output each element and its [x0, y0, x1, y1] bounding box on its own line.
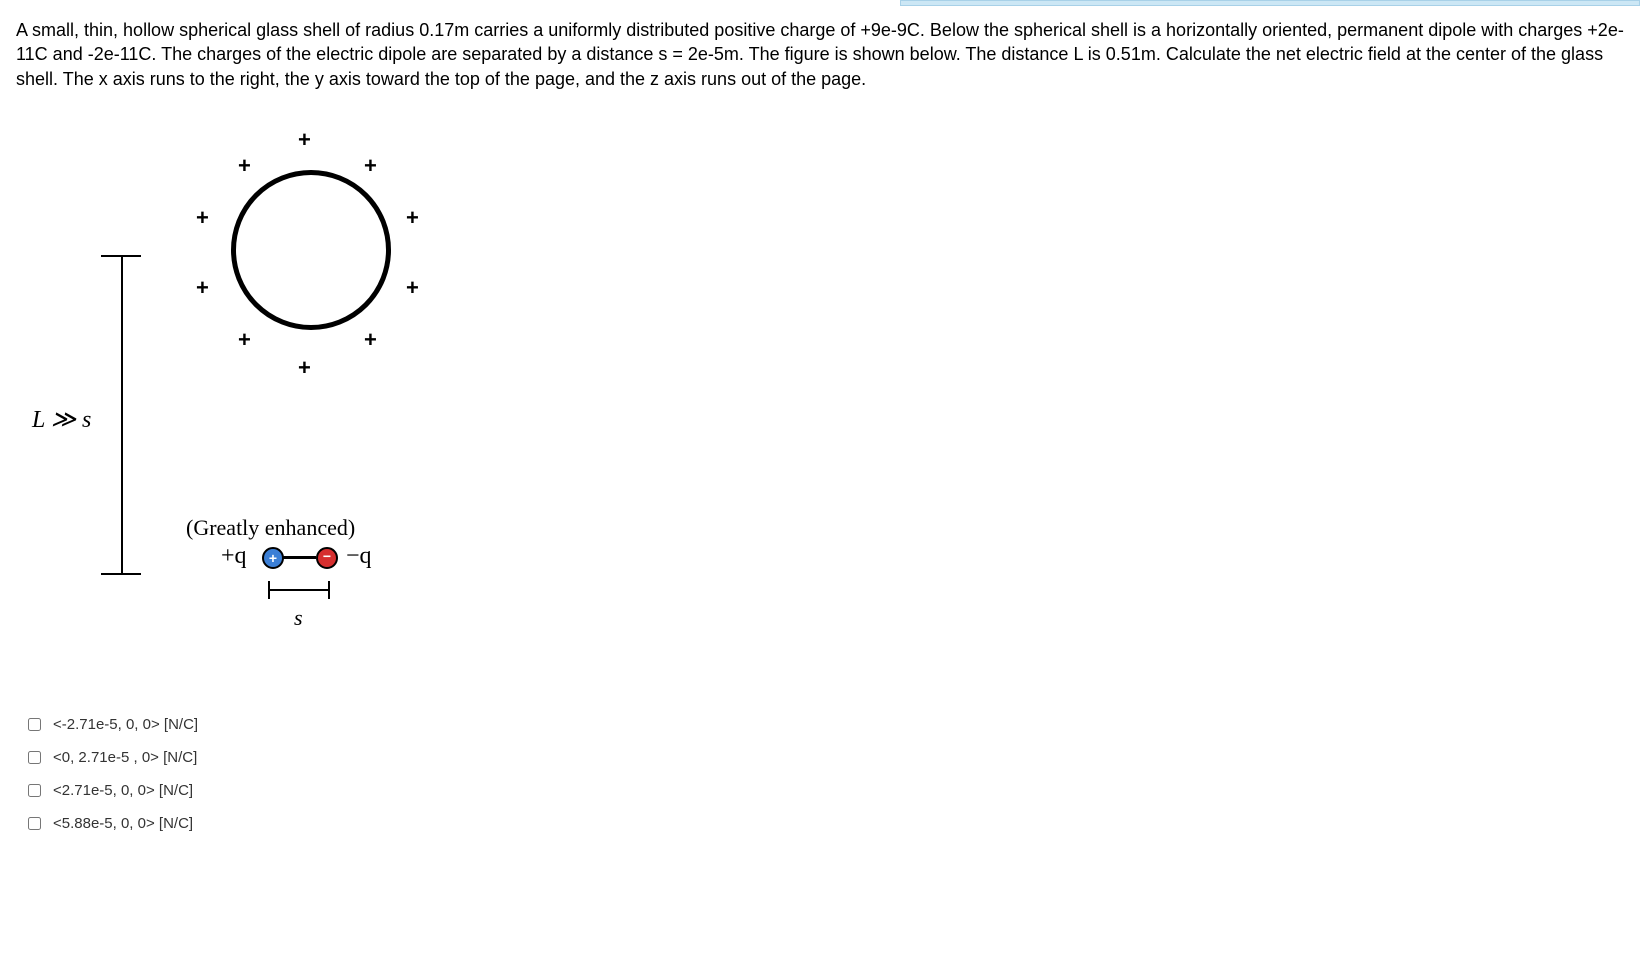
answer-text: <5.88e-5, 0, 0> [N/C]	[53, 815, 193, 832]
plus-icon: +	[364, 327, 377, 353]
answer-option[interactable]: <-2.71e-5, 0, 0> [N/C]	[24, 715, 1646, 734]
plus-icon: +	[406, 205, 419, 231]
plus-icon: +	[364, 153, 377, 179]
L-bracket-bottom-cap	[101, 573, 141, 575]
plus-icon: +	[196, 275, 209, 301]
plus-icon: +	[238, 153, 251, 179]
s-bracket-right-tick	[328, 581, 330, 599]
spherical-shell	[231, 170, 391, 330]
L-bracket-vertical	[121, 255, 123, 575]
plus-icon: +	[196, 205, 209, 231]
enhanced-label: (Greatly enhanced)	[186, 515, 355, 541]
header-accent-bar	[900, 0, 1640, 6]
answer-choices: <-2.71e-5, 0, 0> [N/C] <0, 2.71e-5 , 0> …	[24, 715, 1646, 833]
answer-option[interactable]: <2.71e-5, 0, 0> [N/C]	[24, 781, 1646, 800]
answer-text: <0, 2.71e-5 , 0> [N/C]	[53, 749, 197, 766]
answer-text: <2.71e-5, 0, 0> [N/C]	[53, 782, 193, 799]
answer-checkbox-2[interactable]	[28, 751, 41, 764]
problem-statement: A small, thin, hollow spherical glass sh…	[0, 10, 1646, 95]
answer-checkbox-3[interactable]	[28, 784, 41, 797]
positive-charge: +	[262, 547, 284, 569]
s-label: s	[294, 605, 303, 631]
answer-option[interactable]: <5.88e-5, 0, 0> [N/C]	[24, 814, 1646, 833]
answer-text: <-2.71e-5, 0, 0> [N/C]	[53, 716, 198, 733]
answer-checkbox-4[interactable]	[28, 817, 41, 830]
plus-icon: +	[406, 275, 419, 301]
dipole-connector	[282, 556, 316, 559]
L-label: L ≫ s	[32, 405, 91, 434]
answer-checkbox-1[interactable]	[28, 718, 41, 731]
physics-figure: + + + + + + + + + + L ≫ s (Greatly enhanced) +q +…	[16, 115, 616, 675]
answer-option[interactable]: <0, 2.71e-5 , 0> [N/C]	[24, 748, 1646, 767]
minus-q-label: −q	[346, 543, 372, 570]
negative-charge: −	[316, 547, 338, 569]
plus-icon: +	[238, 327, 251, 353]
s-bracket-line	[268, 589, 328, 591]
plus-q-label: +q	[221, 543, 247, 570]
plus-icon: +	[298, 127, 311, 153]
plus-icon: +	[298, 355, 311, 381]
